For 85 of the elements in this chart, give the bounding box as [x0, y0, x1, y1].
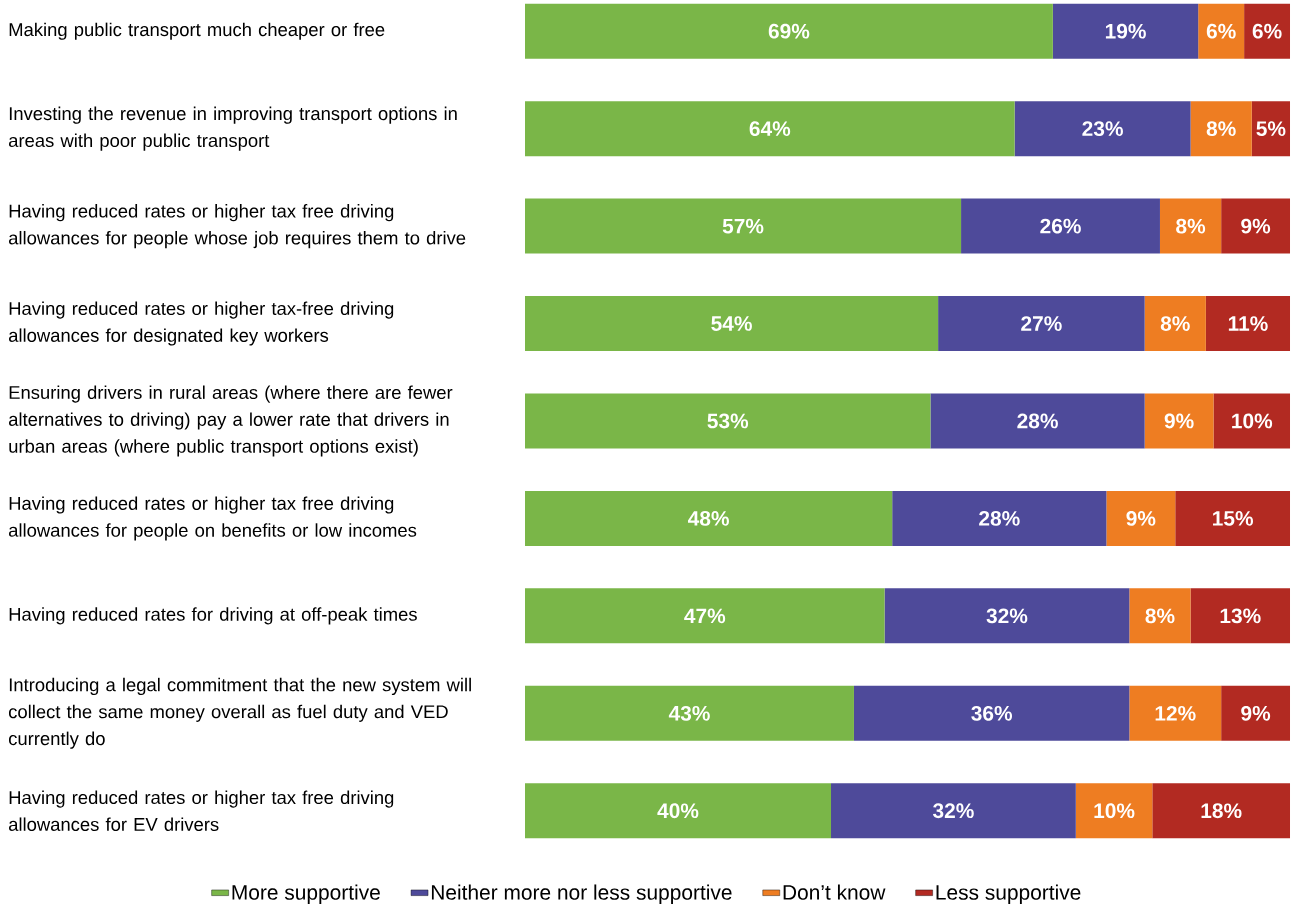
data-label: 48% [687, 511, 729, 526]
bar [892, 490, 1107, 546]
bar [1251, 101, 1291, 157]
y-tick-label: Having reduced rates for driving at off-peak times [9, 607, 417, 625]
bar [1159, 198, 1222, 254]
data-label: 9% [1126, 511, 1156, 526]
bar [525, 490, 893, 546]
y-tick-label: Introducing a legal commitment that the new system will collect the same money overall as fuel duty and VED currently do [8, 677, 471, 749]
data-label: 8% [1160, 316, 1190, 331]
bar [525, 588, 885, 644]
y-tick-label: Having reduced rates or higher tax free driving allowances for EV drivers [8, 790, 394, 831]
bar [1014, 101, 1191, 157]
data-label: 40% [657, 803, 699, 819]
data-label: 5% [1256, 121, 1286, 137]
bar [938, 296, 1145, 352]
data-label: 27% [1021, 316, 1062, 331]
data-label: 32% [986, 608, 1028, 624]
data-label: 13% [1220, 608, 1261, 624]
data-label: 69% [768, 23, 810, 39]
bar [1244, 3, 1291, 59]
data-label: 6% [1252, 23, 1282, 39]
bar [1221, 685, 1291, 741]
legend-label: Neither more nor less supportive [431, 884, 732, 904]
bar [853, 685, 1130, 741]
bar [525, 3, 1053, 59]
legend-label: Less supportive [936, 884, 1081, 904]
bar [1175, 490, 1291, 546]
bar [1152, 783, 1291, 839]
legend-label: Don’t know [783, 884, 886, 900]
y-tick-label: Having reduced rates or higher tax free driving allowances for people on benefits or low incomes [8, 496, 417, 541]
data-label: 8% [1145, 608, 1175, 624]
data-label: 57% [722, 218, 764, 234]
data-label: 28% [979, 511, 1020, 526]
bar [1144, 393, 1214, 449]
bar [930, 393, 1145, 449]
y-tick-label: Having reduced rates or higher tax free driving allowances for people whose job requires them to drive [8, 204, 466, 249]
bar [1129, 588, 1191, 644]
data-label: 10% [1094, 803, 1135, 819]
bar [525, 783, 832, 839]
bar [1129, 685, 1222, 741]
bar [1213, 393, 1291, 449]
bar [1198, 3, 1245, 59]
legend-label: More supportive [232, 884, 380, 904]
bar [525, 296, 939, 352]
data-label: 64% [749, 121, 791, 137]
data-label: 32% [932, 803, 974, 819]
bar [525, 198, 962, 254]
bar [525, 685, 854, 741]
data-label: 9% [1241, 705, 1271, 721]
data-label: 19% [1105, 23, 1146, 39]
y-tick-label: Having reduced rates or higher tax-free driving allowances for designated key workers [8, 301, 394, 346]
data-label: 6% [1206, 23, 1236, 39]
data-label: 15% [1213, 511, 1254, 526]
data-label: 54% [711, 316, 752, 331]
data-label: 10% [1232, 413, 1273, 429]
bar [1106, 490, 1176, 546]
data-label: 11% [1228, 316, 1268, 331]
bar [1190, 101, 1252, 157]
y-tick-label: Investing the revenue in improving transport options in areas with poor public transport [8, 106, 457, 151]
data-label: 43% [668, 705, 710, 721]
bar [525, 101, 1015, 157]
data-label: 8% [1206, 121, 1236, 137]
bar [831, 783, 1076, 839]
bar [525, 393, 931, 449]
y-tick-label: Making public transport much cheaper or free [9, 22, 385, 40]
bar [1075, 783, 1153, 839]
bar [961, 198, 1160, 254]
y-tick-label: Ensuring drivers in rural areas (where there are fewer alternatives to driving) pay a lower rate that drivers in urban areas (where public transport options exist) [8, 385, 453, 457]
data-label: 8% [1176, 218, 1206, 234]
bar [1144, 296, 1206, 352]
bar [1221, 198, 1291, 254]
data-label: 12% [1155, 705, 1196, 721]
data-label: 9% [1241, 218, 1271, 234]
bar [1052, 3, 1199, 59]
data-label: 23% [1082, 121, 1123, 137]
data-label: 9% [1164, 413, 1194, 429]
data-label: 18% [1201, 803, 1242, 819]
bar [884, 588, 1130, 644]
bar [1205, 296, 1291, 352]
data-label: 47% [684, 608, 726, 624]
data-label: 26% [1040, 218, 1081, 234]
data-label: 36% [971, 705, 1013, 721]
bar [1190, 588, 1291, 644]
data-label: 28% [1017, 413, 1058, 429]
data-label: 53% [707, 413, 749, 429]
